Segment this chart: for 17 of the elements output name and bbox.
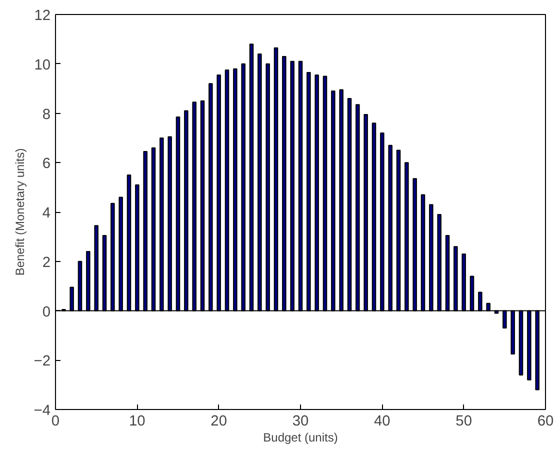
- y-tick-label: 4: [42, 206, 51, 222]
- x-tick-label: 30: [292, 414, 309, 430]
- y-tick-label: 0: [42, 304, 51, 320]
- y-axis-title: Benefit (Monetary units): [12, 148, 27, 276]
- y-tick-label: 2: [42, 254, 51, 271]
- x-tick-label: 50: [456, 414, 472, 430]
- x-tick-label: 40: [374, 414, 390, 430]
- x-tick-label: 60: [537, 414, 554, 430]
- y-tick-label: 6: [42, 156, 51, 172]
- x-tick-label: 10: [129, 414, 146, 430]
- y-tick-label: −2: [34, 354, 51, 370]
- y-tick-label: 12: [34, 8, 51, 24]
- x-axis-title: Budget (units): [263, 430, 338, 444]
- y-tick-label: 8: [42, 106, 51, 123]
- y-tick-label: −4: [34, 403, 51, 419]
- x-tick-label: 20: [210, 414, 227, 430]
- y-tick-label: 10: [34, 57, 51, 74]
